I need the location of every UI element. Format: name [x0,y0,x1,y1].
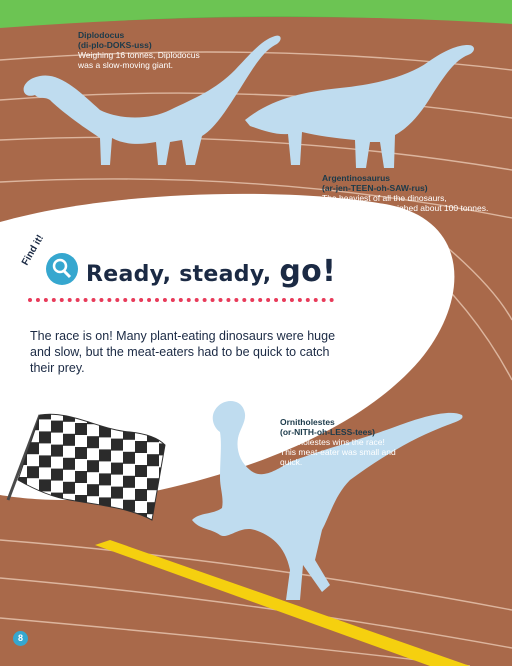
heading-text: Ready, steady, [86,262,272,287]
argentinosaurus-caption: Argentinosaurus (ar-jen-TEEN-oh-SAW-rus)… [322,173,490,223]
argentinosaurus-description: The heaviest of all the dinosaurs, Argen… [322,193,489,223]
diplodocus-caption: Diplodocus (di-plo-DOKS-uss) Weighing 16… [78,30,208,70]
diplodocus-silhouette [23,35,281,166]
intro-text: The race is on! Many plant-eating dinosa… [30,329,336,375]
ornitholestes-name: Ornitholestes [280,417,335,427]
argentinosaurus-pronunciation: (ar-jen-TEEN-oh-SAW-rus) [322,183,428,193]
dotted-divider [28,298,334,306]
page-number: 8 [13,631,28,646]
ornitholestes-caption: Ornitholestes (or-NITH-oh-LESS-tees) Orn… [280,417,400,467]
finish-line [95,540,470,666]
argentinosaurus-silhouette [245,45,474,168]
ornitholestes-silhouette [192,401,463,600]
diplodocus-description: Weighing 16 tonnes, Diplodocus was a slo… [78,50,200,70]
ornitholestes-pronunciation: (or-NITH-oh-LESS-tees) [280,427,375,437]
heading-go: go! [279,254,337,289]
magnifier-icon [46,253,78,285]
ornitholestes-description: Ornitholestes wins the race! This meat-e… [280,437,396,467]
diplodocus-name: Diplodocus [78,30,125,40]
text-panel [0,193,455,500]
argentinosaurus-name: Argentinosaurus [322,173,391,183]
page-heading: Ready, steady, go! [86,254,336,289]
diplodocus-pronunciation: (di-plo-DOKS-uss) [78,40,152,50]
